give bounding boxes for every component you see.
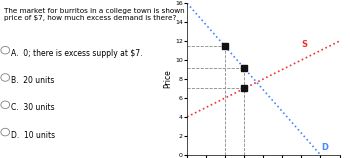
Text: D: D xyxy=(321,143,328,152)
Text: S: S xyxy=(301,40,307,49)
Text: The market for burritos in a college town is shown to the right. At a
price of $: The market for burritos in a college tow… xyxy=(4,8,246,21)
Text: C.  30 units: C. 30 units xyxy=(10,103,54,112)
Text: B.  20 units: B. 20 units xyxy=(10,76,54,85)
Y-axis label: Price: Price xyxy=(163,70,172,88)
Text: D.  10 units: D. 10 units xyxy=(10,131,55,140)
Text: A.  0; there is excess supply at $7.: A. 0; there is excess supply at $7. xyxy=(10,49,142,58)
